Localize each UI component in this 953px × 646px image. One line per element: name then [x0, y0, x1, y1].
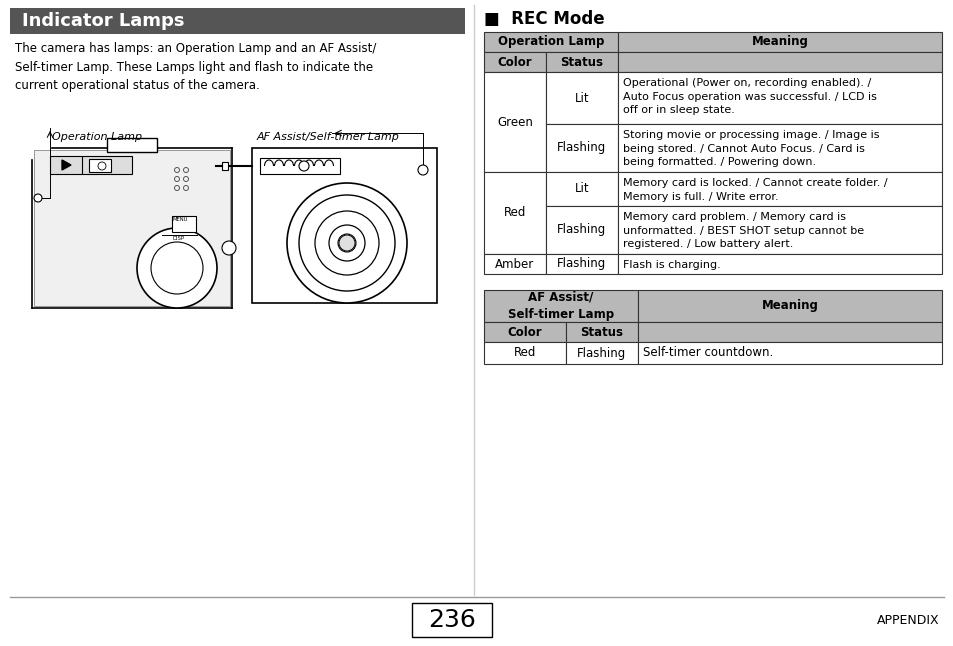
Text: DISP: DISP	[172, 236, 185, 241]
Circle shape	[298, 195, 395, 291]
Text: APPENDIX: APPENDIX	[877, 614, 939, 627]
Bar	[252, 148, 436, 303]
Text: Color: Color	[507, 326, 541, 339]
Bar	[483, 290, 638, 322]
Text: Operational (Power on, recording enabled). /
Auto Focus operation was successful: Operational (Power on, recording enabled…	[622, 78, 876, 115]
Circle shape	[287, 183, 407, 303]
Polygon shape	[62, 160, 71, 170]
Text: AF Assist/
Self-timer Lamp: AF Assist/ Self-timer Lamp	[507, 291, 614, 321]
Bar	[618, 206, 941, 254]
Bar	[545, 254, 618, 274]
Bar	[545, 172, 618, 206]
Text: Lit: Lit	[574, 92, 589, 105]
Bar	[483, 342, 565, 364]
Text: Operation Lamp: Operation Lamp	[497, 36, 603, 48]
Text: Status: Status	[579, 326, 623, 339]
Bar	[565, 342, 638, 364]
Text: The camera has lamps: an Operation Lamp and an AF Assist/
Self-timer Lamp. These: The camera has lamps: an Operation Lamp …	[15, 42, 376, 92]
Bar	[483, 322, 565, 342]
Text: MENU: MENU	[172, 217, 189, 222]
Text: Status: Status	[560, 56, 603, 68]
Bar	[10, 8, 464, 34]
Bar	[412, 603, 492, 637]
Bar	[618, 124, 941, 172]
Text: Red: Red	[503, 207, 526, 220]
Text: AF Assist/Self-timer Lamp: AF Assist/Self-timer Lamp	[256, 132, 399, 142]
Bar	[565, 322, 638, 342]
Text: Storing movie or processing image. / Image is
being stored. / Cannot Auto Focus.: Storing movie or processing image. / Ima…	[622, 130, 879, 167]
Bar	[222, 162, 228, 170]
Circle shape	[417, 165, 428, 175]
Text: Meaning: Meaning	[760, 300, 818, 313]
Bar	[545, 124, 618, 172]
Text: 236: 236	[428, 608, 476, 632]
Text: Color: Color	[497, 56, 532, 68]
Circle shape	[338, 235, 355, 251]
Text: Amber: Amber	[495, 258, 534, 271]
Bar	[483, 32, 618, 52]
Bar	[483, 72, 545, 172]
Bar	[172, 216, 195, 232]
Circle shape	[337, 234, 355, 252]
Text: Indicator Lamps: Indicator Lamps	[22, 12, 184, 30]
Bar	[618, 72, 941, 124]
Bar	[638, 290, 941, 322]
Bar	[545, 72, 618, 124]
Text: Operation Lamp: Operation Lamp	[52, 132, 142, 142]
Bar	[638, 322, 941, 342]
Bar	[252, 148, 436, 303]
Bar	[32, 148, 232, 308]
Bar	[483, 172, 545, 254]
Bar	[34, 150, 230, 306]
Text: Flashing: Flashing	[557, 224, 606, 236]
Bar	[107, 138, 157, 152]
Text: Flashing: Flashing	[557, 141, 606, 154]
Bar	[618, 172, 941, 206]
Circle shape	[298, 161, 309, 171]
Bar	[483, 52, 545, 72]
Bar	[545, 206, 618, 254]
Bar	[618, 52, 941, 72]
Bar	[638, 342, 941, 364]
Circle shape	[222, 241, 235, 255]
Bar	[545, 52, 618, 72]
Text: Memory card problem. / Memory card is
unformatted. / BEST SHOT setup cannot be
r: Memory card problem. / Memory card is un…	[622, 212, 863, 249]
Text: Lit: Lit	[574, 183, 589, 196]
Circle shape	[137, 228, 216, 308]
Text: Red: Red	[514, 346, 536, 360]
Bar	[483, 254, 545, 274]
Text: Flash is charging.: Flash is charging.	[622, 260, 720, 270]
Text: Flashing: Flashing	[577, 346, 626, 360]
Bar	[50, 156, 132, 174]
Circle shape	[329, 225, 365, 261]
Text: Self-timer countdown.: Self-timer countdown.	[642, 346, 773, 360]
Circle shape	[151, 242, 203, 294]
Bar	[260, 158, 339, 174]
Circle shape	[314, 211, 378, 275]
Text: Meaning: Meaning	[751, 36, 807, 48]
Bar	[618, 32, 941, 52]
Text: Memory card is locked. / Cannot create folder. /
Memory is full. / Write error.: Memory card is locked. / Cannot create f…	[622, 178, 886, 202]
Bar	[618, 254, 941, 274]
Text: Green: Green	[497, 116, 533, 129]
Bar	[89, 159, 111, 172]
Text: ■  REC Mode: ■ REC Mode	[483, 10, 604, 28]
Circle shape	[98, 162, 106, 170]
Text: Flashing: Flashing	[557, 258, 606, 271]
Circle shape	[34, 194, 42, 202]
